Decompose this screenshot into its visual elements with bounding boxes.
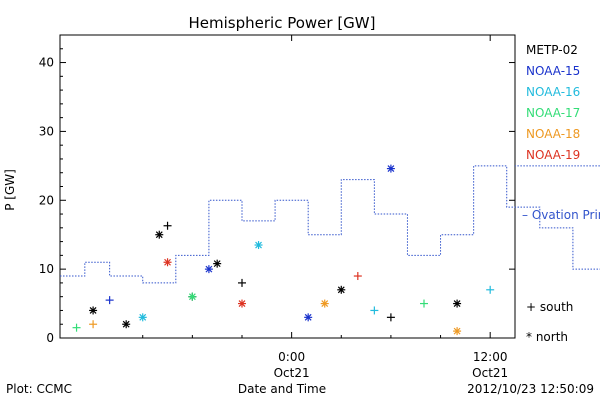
data-point-noaa-18 — [89, 320, 98, 329]
legend-entry: NOAA-18 — [526, 127, 580, 141]
reference-line-path — [60, 165, 600, 284]
y-tick-label: 20 — [39, 193, 54, 207]
legend-entry: NOAA-16 — [526, 85, 580, 99]
legend-entry: NOAA-15 — [526, 64, 580, 78]
reference-line-label: – Ovation Prime HPI — [522, 208, 600, 222]
x-tick-time: 0:00 — [278, 350, 305, 364]
data-point-metp-02 — [89, 306, 98, 315]
data-point-noaa-19 — [238, 299, 246, 308]
data-point-metp-02 — [155, 230, 164, 239]
legend-entry: METP-02 — [526, 43, 578, 57]
legend-entry: NOAA-19 — [526, 148, 580, 162]
data-point-noaa-17 — [188, 292, 197, 301]
plot-area — [59, 34, 516, 339]
data-point-metp-02 — [238, 278, 246, 287]
x-axis: 0:00Oct2112:00Oct210:00Oct2212:00Oct220:… — [142, 35, 508, 380]
data-point-noaa-17 — [72, 323, 81, 332]
data-point-metp-02 — [213, 259, 222, 268]
x-tick-date: Oct21 — [472, 366, 508, 380]
ovation-prime-hpi-line — [60, 165, 600, 284]
chart-title: Hemispheric Power [GW] — [189, 14, 376, 32]
data-point-metp-02 — [386, 313, 395, 322]
legend-symbol-south: + south — [526, 300, 573, 314]
data-point-noaa-16 — [486, 285, 495, 294]
data-point-noaa-16 — [138, 313, 147, 322]
y-tick-label: 30 — [39, 124, 54, 138]
data-point-noaa-16 — [370, 306, 379, 315]
data-point-noaa-18 — [320, 299, 329, 308]
footer-right: 2012/10/23 12:50:09 — [467, 382, 594, 396]
data-point-noaa-17 — [420, 299, 428, 308]
data-point-noaa-18 — [453, 327, 462, 336]
y-tick-label: 10 — [39, 262, 54, 276]
legend-symbol-north: * north — [526, 330, 568, 344]
y-axis: 0 10 20 30 40 — [39, 48, 515, 345]
legend-entry: NOAA-17 — [526, 106, 580, 120]
data-points — [72, 164, 495, 336]
data-point-metp-02 — [163, 221, 172, 230]
x-tick-time: 12:00 — [473, 350, 508, 364]
data-point-noaa-19 — [353, 272, 362, 281]
data-point-noaa-15 — [304, 313, 313, 322]
footer-left: Plot: CCMC — [6, 382, 72, 396]
data-point-metp-02 — [337, 285, 346, 294]
data-point-noaa-19 — [163, 258, 172, 267]
data-point-metp-02 — [122, 320, 131, 329]
data-point-noaa-15 — [386, 164, 395, 173]
y-axis-label: P [GW] — [3, 169, 17, 211]
data-point-noaa-15 — [204, 265, 213, 274]
legend: METP-02 NOAA-15 NOAA-16 NOAA-17 NOAA-18 NOAA-… — [526, 43, 580, 344]
y-tick-label: 0 — [46, 331, 54, 345]
data-point-noaa-15 — [105, 296, 114, 305]
data-point-metp-02 — [453, 299, 462, 308]
x-tick-date: Oct21 — [274, 366, 310, 380]
y-tick-label: 40 — [39, 56, 54, 70]
x-axis-label: Date and Time — [238, 382, 326, 396]
data-point-noaa-16 — [254, 241, 263, 250]
